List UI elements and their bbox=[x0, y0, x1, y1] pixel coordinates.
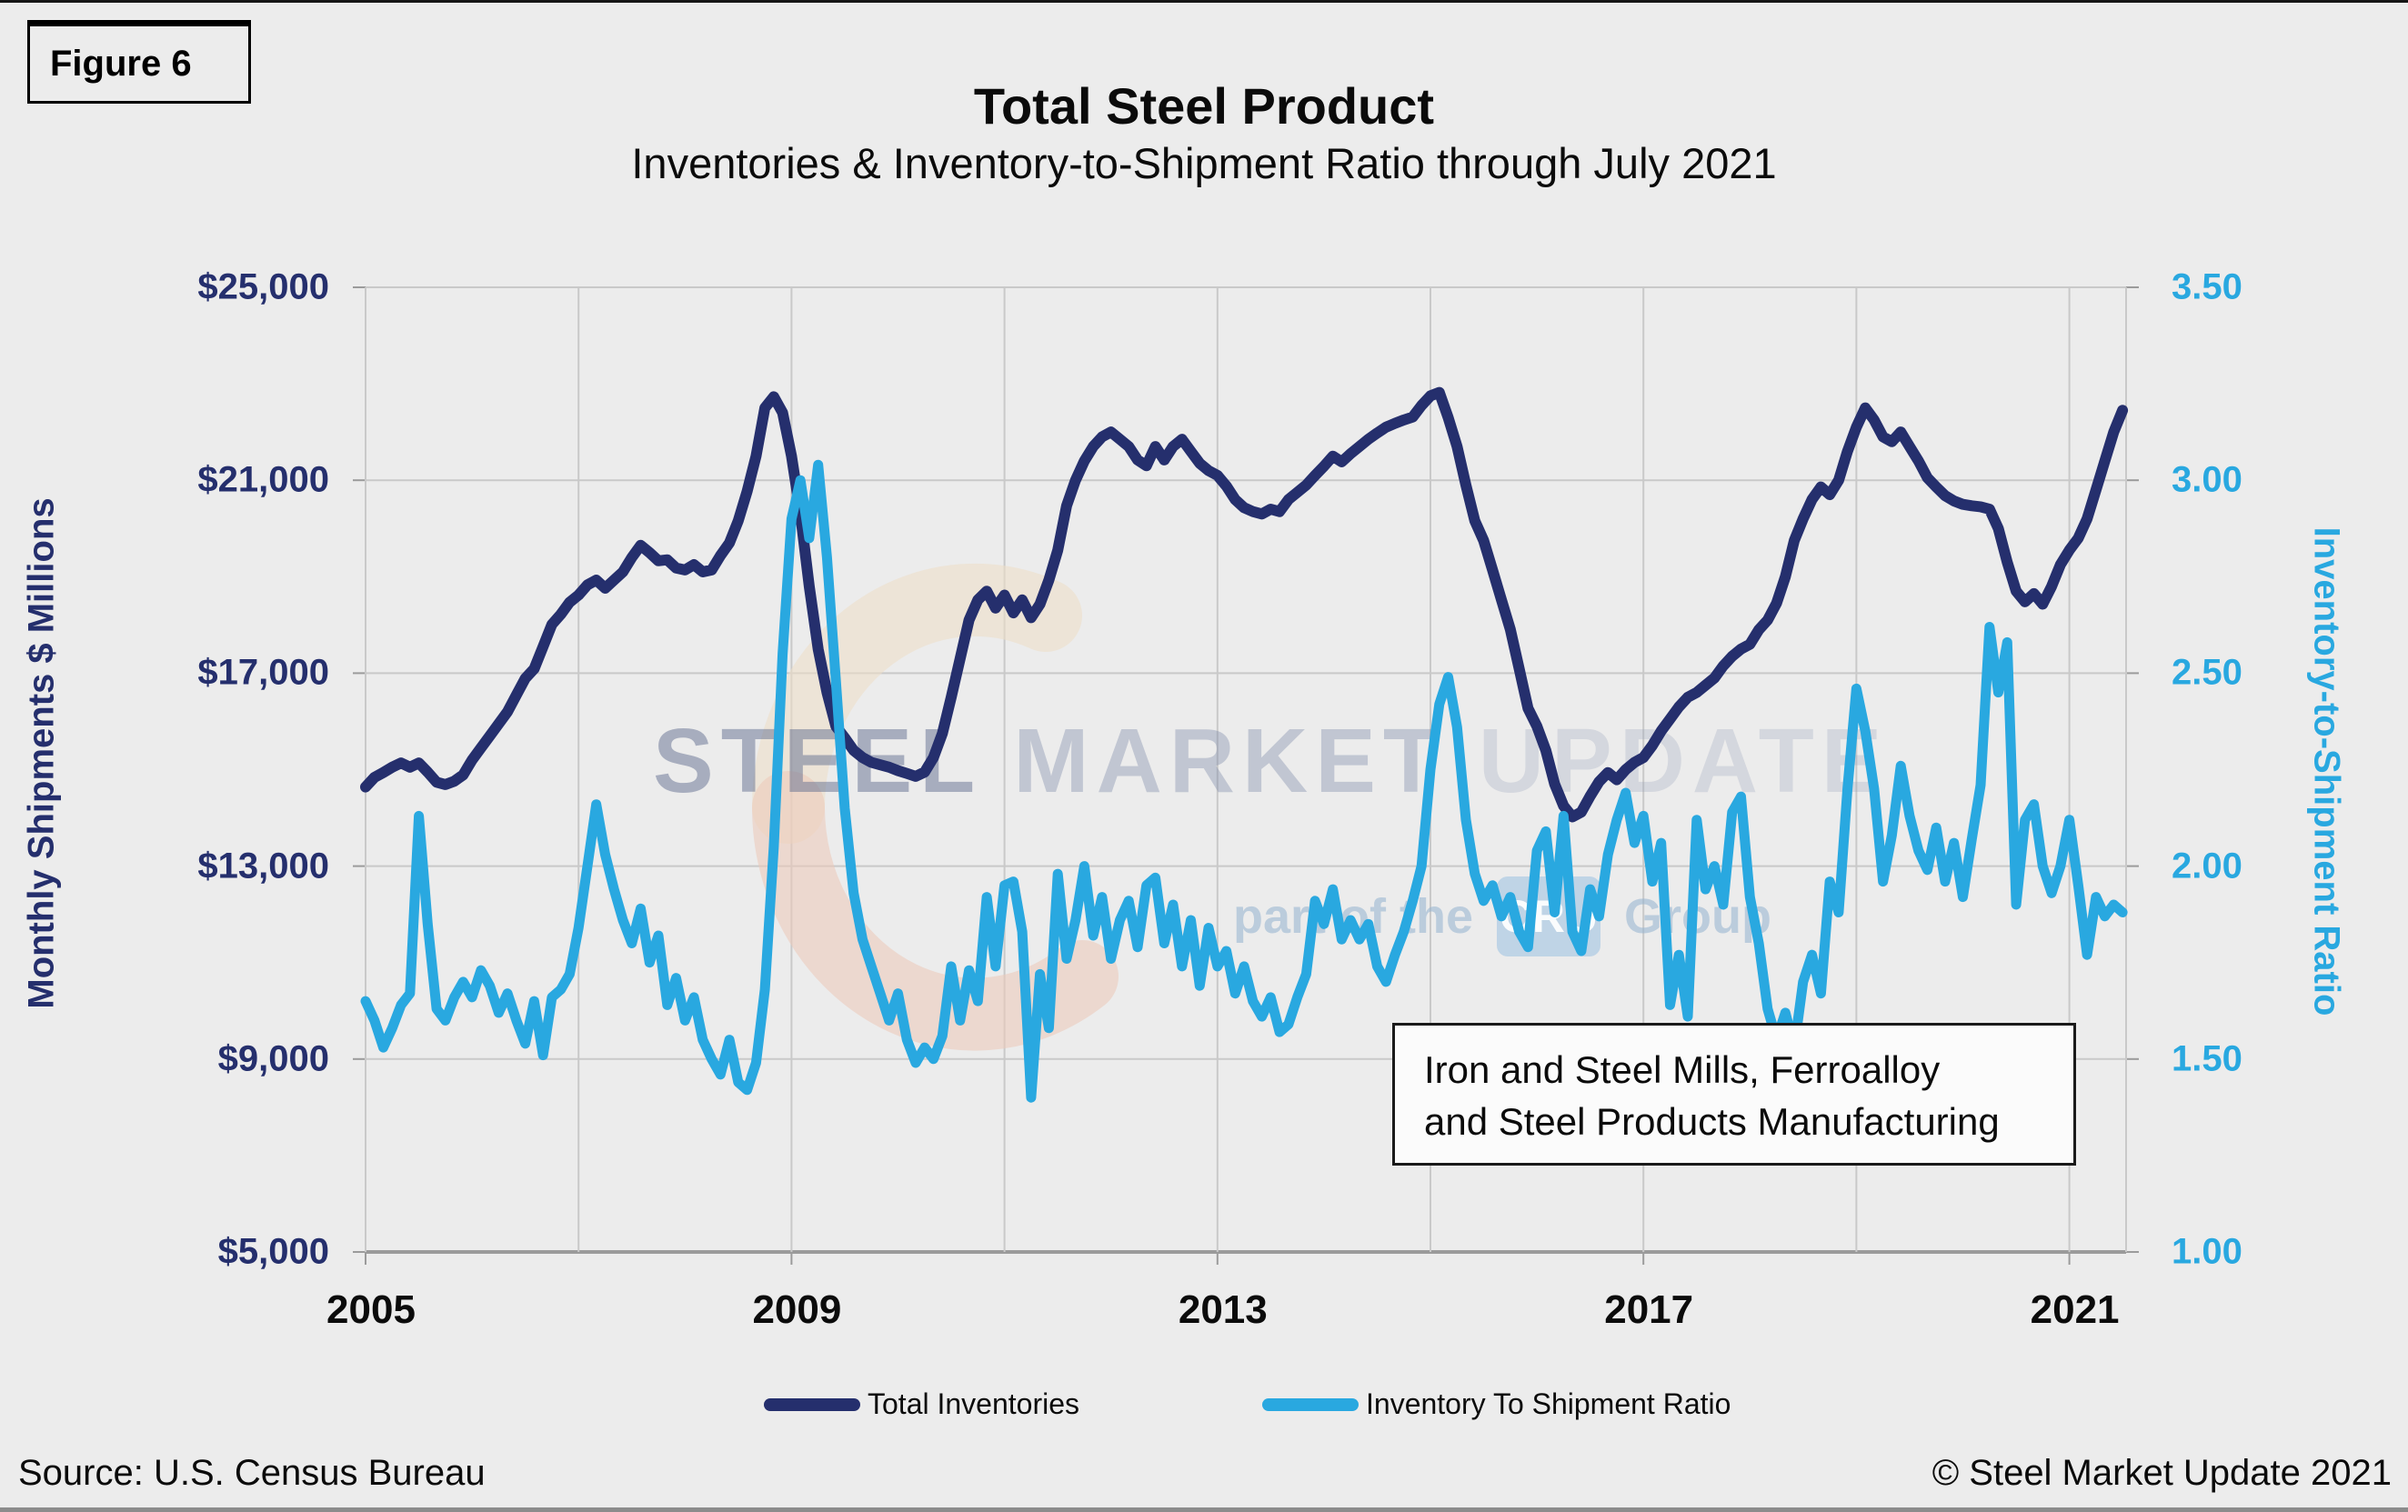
legend-swatch-inventory-to-shipment-ratio bbox=[1262, 1397, 1359, 1411]
y-right-tick-label: 2.00 bbox=[2172, 846, 2242, 886]
y-left-tick-label: $17,000 bbox=[197, 652, 329, 693]
source-text: Source: U.S. Census Bureau bbox=[18, 1453, 486, 1493]
legend-label-total-inventories: Total Inventories bbox=[868, 1387, 1080, 1420]
chart-subtitle: Inventories & Inventory-to-Shipment Rati… bbox=[631, 139, 1777, 187]
copyright-text: © Steel Market Update 2021 bbox=[1931, 1453, 2392, 1493]
y-left-tick-label: $9,000 bbox=[217, 1038, 329, 1079]
x-tick-label: 2017 bbox=[1604, 1287, 1694, 1332]
page-bottom-border bbox=[0, 1507, 2408, 1512]
watermark-text: STEEL MARKET UPDATE bbox=[653, 709, 1890, 814]
x-tick-label: 2005 bbox=[326, 1287, 416, 1332]
y-axis-right-title: Inventory-to-Shipment Ratio bbox=[2306, 526, 2347, 1016]
legend-item-total-inventories: Total Inventories bbox=[764, 1387, 1079, 1421]
y-right-tick-label: 1.50 bbox=[2172, 1038, 2242, 1079]
y-right-tick-label: 3.00 bbox=[2172, 459, 2242, 500]
y-left-tick-label: $21,000 bbox=[197, 459, 329, 500]
figure-label-box: Figure 6 bbox=[27, 20, 251, 104]
annotation-box: Iron and Steel Mills, Ferroalloy and Ste… bbox=[1392, 1023, 2076, 1166]
legend-label-inventory-to-shipment-ratio: Inventory To Shipment Ratio bbox=[1366, 1387, 1731, 1420]
y-axis-left-title: Monthly Shipments $ Millions bbox=[21, 497, 62, 1009]
watermark-word-market: MARKET bbox=[1013, 710, 1446, 812]
annotation-line-1: Iron and Steel Mills, Ferroalloy bbox=[1424, 1048, 1941, 1091]
figure-label: Figure 6 bbox=[50, 43, 192, 84]
page-top-border bbox=[0, 0, 2408, 3]
watermark-word-steel: STEEL bbox=[653, 710, 981, 812]
y-left-tick-label: $5,000 bbox=[217, 1231, 329, 1272]
y-right-tick-label: 3.50 bbox=[2172, 266, 2242, 307]
x-tick-label: 2021 bbox=[2030, 1287, 2120, 1332]
y-right-tick-label: 2.50 bbox=[2172, 652, 2242, 693]
y-left-tick-label: $13,000 bbox=[197, 846, 329, 886]
legend: Total Inventories Inventory To Shipment … bbox=[0, 1380, 2408, 1424]
x-tick-label: 2013 bbox=[1178, 1287, 1268, 1332]
legend-item-inventory-to-shipment-ratio: Inventory To Shipment Ratio bbox=[1262, 1387, 1731, 1421]
y-right-tick-label: 1.00 bbox=[2172, 1231, 2242, 1272]
legend-swatch-total-inventories bbox=[764, 1397, 860, 1411]
chart-title: Total Steel Product bbox=[973, 77, 1435, 135]
annotation-line-2: and Steel Products Manufacturing bbox=[1424, 1100, 2000, 1143]
x-tick-label: 2009 bbox=[752, 1287, 842, 1332]
y-left-tick-label: $25,000 bbox=[197, 266, 329, 307]
